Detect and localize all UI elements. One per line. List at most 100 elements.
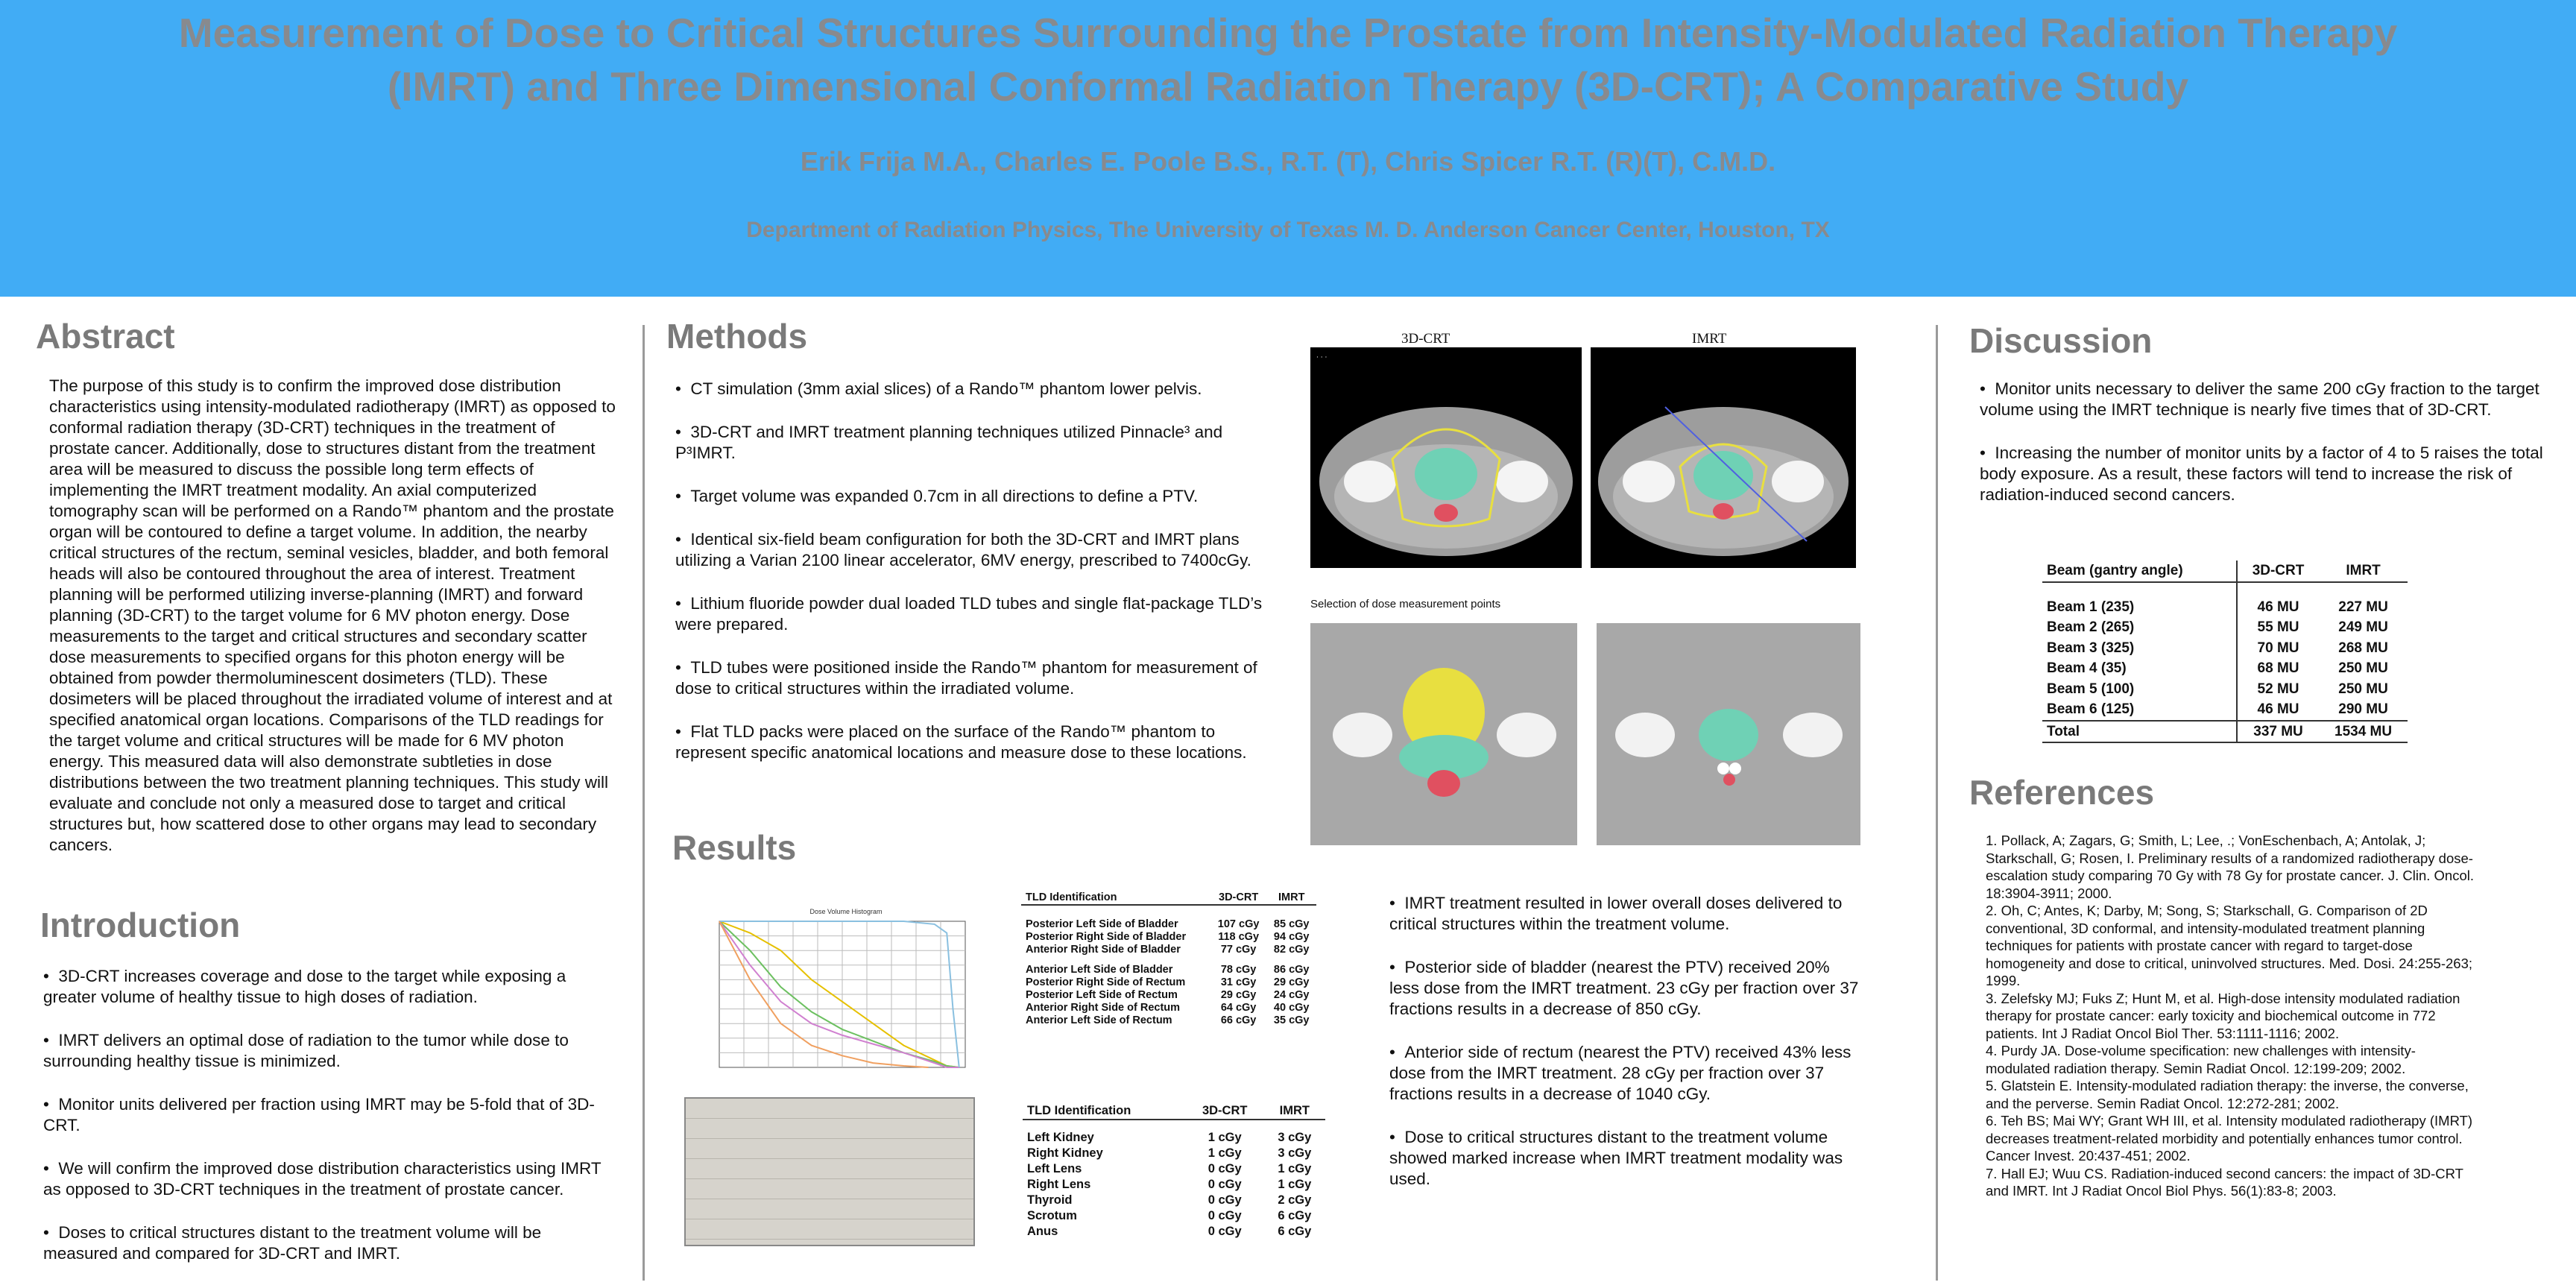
poster-header: Measurement of Dose to Critical Structur… [0,0,2576,297]
monitor-units-table: Beam (gantry angle) 3D-CRT IMRT Beam 1 (… [2042,561,2408,743]
methods-heading: Methods [666,317,808,356]
methods-bullet-6: TLD tubes were positioned inside the Ran… [675,657,1272,699]
intro-bullet-4: We will confirm the improved dose distri… [43,1158,610,1200]
title-line-1: Measurement of Dose to Critical Structur… [178,10,2398,56]
methods-bullet-3: Target volume was expanded 0.7cm in all … [675,486,1272,507]
tld2-header-id: TLD Identification [1023,1103,1186,1120]
table-row: Beam 5 (100) 52 MU 250 MU [2042,678,2408,699]
methods-bullet-7: Flat TLD packs were placed on the surfac… [675,722,1272,763]
table-row: Beam 6 (125) 46 MU 290 MU [2042,699,2408,722]
reference-item: 3. Zelefsky MJ; Fuks Z; Hunt M, et al. H… [1986,990,2460,1041]
column-divider-2 [1936,325,1938,1281]
chart-series-line-4 [719,921,960,1068]
intro-bullet-2: IMRT delivers an optimal dose of radiati… [43,1030,610,1072]
table-row: Anterior Right Side of Rectum 64 cGy 40 cG… [1026,1002,1310,1014]
reference-item: 2. Oh, C; Antes, K; Darby, M; Song, S; S… [1986,903,2473,988]
abstract-text: The purpose of this study is to confirm … [49,376,616,854]
dvh-list-row [686,1139,973,1159]
reference-item: 5. Glatstein E. Intensity-modulated radi… [1986,1078,2469,1111]
discussion-heading: Discussion [1969,321,2153,360]
methods-bullet-1: CT simulation (3mm axial slices) of a Ra… [675,379,1272,400]
dvh-list-row [686,1119,973,1139]
ct-scan-imrt [1591,347,1856,568]
results-bullet-2: Posterior side of bladder (nearest the P… [1389,957,1859,1020]
mu-header-beam: Beam (gantry angle) [2042,561,2238,583]
introduction-bullets: 3D-CRT increases coverage and dose to th… [43,966,610,1287]
tld1-header-id: TLD Identification [1021,891,1210,906]
ct-image-imrt [1598,406,1849,556]
chart-series-line-5 [719,921,929,1068]
table-row: Beam 4 (35) 68 MU 250 MU [2042,658,2408,679]
tld-table-1: TLD Identification 3D-CRT IMRT Posterior… [1021,891,1316,1027]
authors: Erik Frija M.A., Charles E. Poole B.S., … [800,146,1776,177]
dvh-list-row [686,1219,973,1240]
discussion-bullets: Monitor units necessary to deliver the s… [1980,379,2554,528]
title-line-2: (IMRT) and Three Dimensional Conformal R… [387,63,2189,110]
table-row: Right Kidney 1 cGy 3 cGy [1027,1146,1312,1160]
dvh-list-row [686,1199,973,1219]
ct-scan-3dcrt: · · · [1310,347,1582,568]
table-row: Scrotum 0 cGy 6 cGy [1027,1209,1312,1222]
label-imrt: IMRT [1692,331,1727,347]
table-row: Left Kidney 1 cGy 3 cGy [1027,1131,1312,1144]
selection-caption: Selection of dose measurement points [1310,598,1501,610]
discussion-bullet-1: Monitor units necessary to deliver the s… [1980,379,2554,420]
chart-series-line-2 [719,921,959,1068]
introduction-heading: Introduction [40,906,241,944]
table-row: Anterior Right Side of Bladder 77 cGy 82 c… [1026,944,1310,956]
tld1-header-3dcrt: 3D-CRT [1210,891,1267,906]
table-row: Posterior Left Side of Rectum 29 cGy 24 cG… [1026,989,1310,1001]
dvh-list-row [686,1159,973,1179]
intro-bullet-3: Monitor units delivered per fraction usi… [43,1094,610,1136]
reference-item: 7. Hall EJ; Wuu CS. Radiation-induced se… [1986,1165,2463,1199]
reference-item: 1. Pollack, A; Zagars, G; Smith, L; Lee,… [1986,833,2474,901]
table-row: Posterior Right Side of Rectum 31 cGy 29 c… [1026,976,1310,988]
ct-points-image-left [1310,623,1577,845]
results-bullet-4: Dose to critical structures distant to t… [1389,1127,1859,1190]
results-bullet-1: IMRT treatment resulted in lower overall… [1389,893,1859,935]
svg-text:· · ·: · · · [1316,354,1327,362]
column-divider-1 [643,325,645,1281]
dvh-structure-list [684,1097,975,1246]
methods-bullet-2: 3D-CRT and IMRT treatment planning techn… [675,422,1272,464]
dvh-list-row [686,1099,973,1119]
table-row: Right Lens 0 cGy 1 cGy [1027,1178,1312,1191]
methods-bullet-5: Lithium fluoride powder dual loaded TLD … [675,593,1272,635]
ct-points-left [1310,623,1577,845]
mu-header-3dcrt: 3D-CRT [2236,561,2320,583]
table-row: Anterior Left Side of Bladder 78 cGy 86 cG… [1026,964,1310,976]
table-row: Thyroid 0 cGy 2 cGy [1027,1193,1312,1207]
discussion-bullet-2: Increasing the number of monitor units b… [1980,443,2554,505]
reference-item: 4. Purdy JA. Dose-volume specification: … [1986,1043,2416,1076]
results-bullets: IMRT treatment resulted in lower overall… [1389,893,1859,1212]
table-row: Beam 2 (265) 55 MU 249 MU [2042,617,2408,638]
table-row: Posterior Left Side of Bladder 107 cGy 85 … [1026,918,1310,930]
references-list: 1. Pollack, A; Zagars, G; Smith, L; Lee,… [1986,832,2478,1200]
table-row: Beam 3 (325) 70 MU 268 MU [2042,637,2408,658]
label-3dcrt: 3D-CRT [1401,331,1450,347]
intro-bullet-1: 3D-CRT increases coverage and dose to th… [43,966,610,1008]
methods-bullet-4: Identical six-field beam configuration f… [675,529,1272,571]
chart-series-line-3 [719,921,959,1068]
methods-bullets: CT simulation (3mm axial slices) of a Ra… [675,379,1272,786]
ct-points-image-right [1597,623,1860,845]
results-bullet-3: Anterior side of rectum (nearest the PTV… [1389,1042,1859,1105]
tld2-header-imrt: IMRT [1263,1103,1325,1120]
poster-title: Measurement of Dose to Critical Structur… [0,6,2576,113]
table-row: Left Lens 0 cGy 1 cGy [1027,1162,1312,1175]
tld2-header-3dcrt: 3D-CRT [1185,1103,1264,1120]
chart-series [719,921,960,1068]
results-heading: Results [672,828,797,867]
chart-title: Dose Volume Histogram [809,908,882,915]
dose-volume-histogram: Dose Volume Histogram [719,908,966,1068]
table-row: Anus 0 cGy 6 cGy [1027,1225,1312,1238]
table-row: Anterior Left Side of Rectum 66 cGy 35 cGy [1026,1014,1310,1026]
ct-image-3dcrt: · · · [1316,354,1573,556]
ct-points-right [1597,623,1860,845]
table-row: Posterior Right Side of Bladder 118 cGy 94… [1026,931,1310,943]
affiliation: Department of Radiation Physics, The Uni… [746,218,1830,242]
reference-item: 6. Teh BS; Mai WY; Grant WH III, et al. … [1986,1113,2473,1164]
mu-header-imrt: IMRT [2319,561,2408,583]
abstract-heading: Abstract [36,317,175,356]
table-row: Beam 1 (235) 46 MU 227 MU [2042,596,2408,617]
